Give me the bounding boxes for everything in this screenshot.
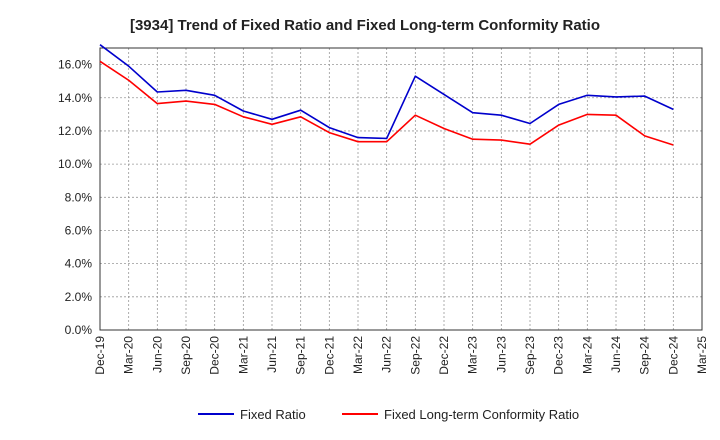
y-tick-label: 0.0% [65,323,93,337]
x-axis: Dec-19 Mar-20 Jun-20 Sep-20 Dec-20 Mar-21 Jun-… [93,336,709,375]
x-tick-label: Sep-20 [179,336,193,375]
y-tick-label: 2.0% [65,290,93,304]
series-line-1 [99,44,674,140]
x-tick-label: Dec-20 [208,336,222,375]
x-tick-label: Dec-24 [666,336,680,375]
y-tick-label: 10.0% [58,157,92,171]
y-tick-label: 12.0% [58,124,92,138]
y-tick-label: 4.0% [65,257,93,271]
x-tick-label: Sep-24 [638,336,652,375]
x-tick-label: Mar-21 [236,336,250,374]
y-tick-label: 14.0% [58,91,92,105]
x-tick-label: Sep-21 [294,336,308,375]
x-tick-label: Mar-24 [580,336,594,374]
x-tick-label: Sep-22 [408,336,422,375]
x-tick-label: Dec-21 [322,336,336,375]
plot-frame [99,47,703,331]
x-tick-label: Jun-24 [609,336,623,373]
series-group [99,44,674,146]
x-tick-label: Mar-25 [695,336,709,374]
legend-label-1: Fixed Ratio [240,407,306,422]
x-tick-label: Dec-22 [437,336,451,375]
x-tick-label: Dec-19 [93,336,107,375]
x-tick-label: Jun-20 [150,336,164,373]
y-tick-label: 6.0% [65,223,93,237]
x-tick-label: Mar-23 [466,336,480,374]
series-line-2 [99,60,674,146]
y-axis: 0.0% 2.0% 4.0% 6.0% 8.0% 10.0% 12.0% 14.0% 16.0% [58,58,92,337]
y-tick-label: 8.0% [65,190,93,204]
legend-label-2: Fixed Long-term Conformity Ratio [384,407,579,422]
x-tick-label: Jun-22 [380,336,394,373]
x-tick-label: Dec-23 [552,336,566,375]
legend: Fixed Ratio Fixed Long-term Conformity Ra… [198,407,579,422]
chart-title: [3934] Trend of Fixed Ratio and Fixed Lo… [130,17,600,34]
x-tick-label: Jun-23 [494,336,508,373]
x-tick-label: Mar-20 [122,336,136,374]
x-tick-label: Mar-22 [351,336,365,374]
grid [100,48,702,330]
x-tick-label: Jun-21 [265,336,279,373]
x-tick-label: Sep-23 [523,336,537,375]
y-tick-label: 16.0% [58,58,92,72]
